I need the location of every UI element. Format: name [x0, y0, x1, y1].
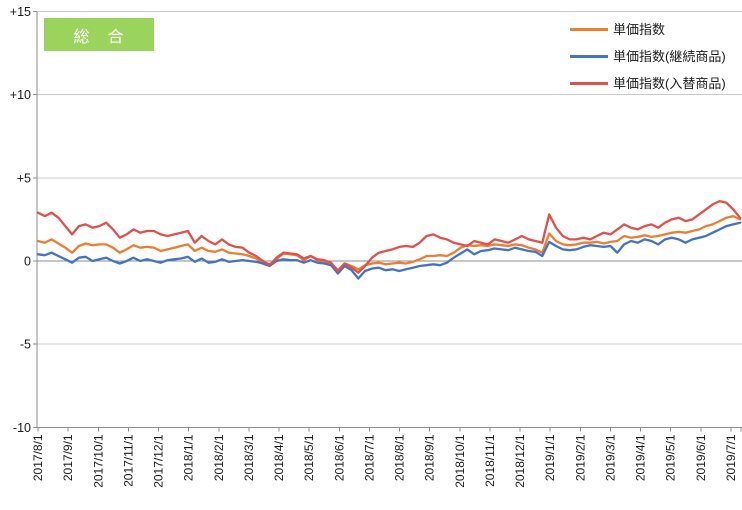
x-tick-label: 2018/1/1: [182, 434, 196, 481]
x-tick-label: 2018/4/1: [272, 434, 286, 481]
y-tick-label: 0: [24, 255, 31, 269]
legend-label: 単価指数(入替商品): [613, 76, 726, 91]
category-badge: 総 合: [44, 18, 154, 51]
x-tick-label: 2017/10/1: [91, 434, 105, 488]
x-tick-label: 2019/1/1: [543, 434, 557, 481]
x-tick-label: 2019/5/1: [664, 434, 678, 481]
series-line-0: [36, 214, 742, 272]
series-line-1: [36, 221, 742, 280]
x-tick-label: 2018/9/1: [423, 434, 437, 481]
x-tick-label: 2017/11/1: [121, 434, 135, 487]
x-tick-label: 2017/9/1: [61, 434, 75, 481]
y-tick-label: -10: [13, 421, 31, 435]
x-tick-label: 2019/6/1: [694, 434, 708, 481]
x-tick-label: 2019/3/1: [603, 434, 617, 481]
x-tick-label: 2018/7/1: [362, 434, 376, 481]
x-tick-label: 2017/12/1: [152, 434, 166, 488]
y-tick-label: +15: [10, 5, 31, 19]
legend-label: 単価指数(継続商品): [613, 49, 726, 64]
axes: [33, 10, 742, 432]
x-tick-label: 2017/8/1: [31, 434, 45, 481]
chart-legend: 単価指数単価指数(継続商品) 単価指数(入替商品): [570, 16, 726, 97]
legend-item: 単価指数(入替商品): [570, 70, 726, 97]
x-tick-label: 2019/2/1: [573, 434, 587, 481]
x-tick-label: 2018/2/1: [212, 434, 226, 481]
x-tick-label: 2018/10/1: [453, 434, 467, 488]
y-tick-label: +5: [17, 171, 31, 185]
y-tick-label: -5: [20, 338, 31, 352]
legend-item: 単価指数(継続商品): [570, 43, 726, 70]
series-line-2: [36, 199, 742, 274]
x-tick-label: 2018/11/1: [483, 434, 497, 487]
series-lines: [36, 199, 742, 280]
legend-label: 単価指数: [613, 22, 666, 37]
x-tick-label: 2019/7/1: [724, 434, 738, 481]
legend-line-swatch: [570, 82, 608, 85]
legend-line-swatch: [570, 55, 608, 58]
y-tick-label: +10: [10, 88, 31, 102]
legend-item: 単価指数: [570, 16, 726, 43]
x-tick-label: 2018/5/1: [302, 434, 316, 481]
x-tick-label: 2019/4/1: [634, 434, 648, 481]
x-tick-label: 2018/8/1: [393, 434, 407, 481]
legend-line-swatch: [570, 28, 608, 31]
x-tick-label: 2018/6/1: [332, 434, 346, 481]
x-tick-label: 2018/3/1: [242, 434, 256, 481]
x-tick-label: 2018/12/1: [513, 434, 527, 488]
